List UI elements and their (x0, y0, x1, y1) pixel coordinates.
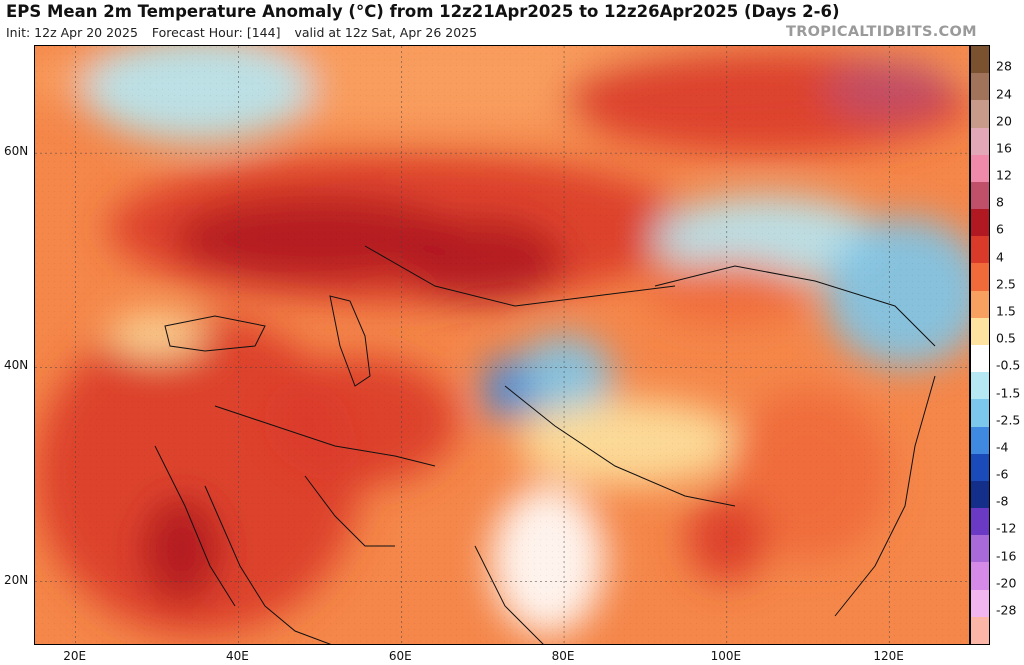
colorbar-swatch (971, 236, 989, 264)
border-mongolia (654, 265, 936, 347)
colorbar-swatch (971, 317, 989, 346)
coastline-gulf (304, 475, 395, 547)
lat-label-60: 60N (4, 144, 29, 159)
coastline-red-sea (154, 445, 236, 607)
colorbar-swatch (971, 290, 989, 319)
lon-label-80: 80E (551, 649, 575, 663)
colorbar-swatch (971, 46, 989, 74)
colorbar-label: -4 (996, 439, 1009, 455)
colorbar-label: -2.5 (996, 412, 1021, 428)
colorbar-label: -8 (996, 493, 1009, 509)
lon-label-60: 60E (388, 649, 412, 663)
colorbar-swatch (971, 453, 989, 482)
forecast-hour: Forecast Hour: [144] (151, 25, 281, 40)
colorbar-swatch (971, 616, 989, 645)
colorbar-label: -16 (996, 548, 1017, 564)
coastline-india (474, 545, 544, 644)
init-time: Init: 12z Apr 20 2025 (6, 25, 138, 40)
colorbar-label: 12 (996, 167, 1012, 183)
lon-label-120: 120E (873, 649, 904, 663)
colorbar-swatch (971, 426, 989, 455)
colorbar (970, 45, 990, 645)
lon-label-20: 20E (63, 649, 87, 663)
colorbar-label: -0.5 (996, 357, 1021, 373)
colorbar-label: 6 (996, 221, 1004, 237)
colorbar-label: 28 (996, 58, 1012, 74)
coastline-china (834, 375, 936, 617)
coastline-black-sea (164, 315, 266, 352)
run-info: Init: 12z Apr 20 2025 Forecast Hour: [14… (6, 25, 487, 40)
colorbar-label: -1.5 (996, 385, 1021, 401)
colorbar-swatch (971, 589, 989, 618)
colorbar-label: 20 (996, 113, 1012, 129)
map-title: EPS Mean 2m Temperature Anomaly (°C) fro… (6, 2, 840, 21)
colorbar-swatch (971, 209, 989, 237)
site-credit: TROPICALTIDBITS.COM (786, 24, 977, 40)
colorbar-swatch (971, 480, 989, 509)
colorbar-label: 4 (996, 249, 1004, 265)
colorbar-label: 16 (996, 140, 1012, 156)
colorbar-label: 2.5 (996, 276, 1016, 292)
anomaly-map (34, 45, 970, 645)
colorbar-label: -6 (996, 466, 1009, 482)
colorbar-swatch (971, 372, 989, 400)
coastline-arabia (204, 485, 332, 644)
colorbar-label: -20 (996, 575, 1017, 591)
colorbar-label: 8 (996, 194, 1004, 210)
colorbar-swatch (971, 127, 989, 156)
colorbar-swatch (971, 562, 989, 591)
colorbar-swatch (971, 263, 989, 292)
map-canvas (35, 46, 969, 644)
colorbar-label: 1.5 (996, 303, 1016, 319)
colorbar-label: 24 (996, 86, 1012, 102)
lat-label-20: 20N (4, 572, 29, 587)
colorbar-swatch (971, 73, 989, 101)
colorbar-label: -28 (996, 602, 1017, 618)
colorbar-swatch (971, 100, 989, 129)
graticule (35, 46, 969, 644)
border-mideast (214, 405, 436, 467)
border-himalaya (504, 385, 736, 507)
lon-label-40: 40E (226, 649, 249, 663)
valid-time: valid at 12z Sat, Apr 26 2025 (294, 25, 478, 40)
colorbar-swatch (971, 508, 989, 536)
colorbar-swatch (971, 535, 989, 563)
texture-overlay (35, 46, 969, 644)
lon-label-100: 100E (710, 649, 742, 663)
colorbar-swatch (971, 154, 989, 183)
lat-label-40: 40N (4, 358, 29, 373)
colorbar-swatch (971, 181, 989, 210)
colorbar-swatch (971, 399, 989, 428)
colorbar-label: -12 (996, 520, 1017, 536)
country-borders (154, 245, 936, 644)
colorbar-swatch (971, 345, 989, 373)
coastline-caspian (329, 295, 371, 387)
border-central-asia (364, 245, 676, 307)
colorbar-label: 0.5 (996, 330, 1016, 346)
